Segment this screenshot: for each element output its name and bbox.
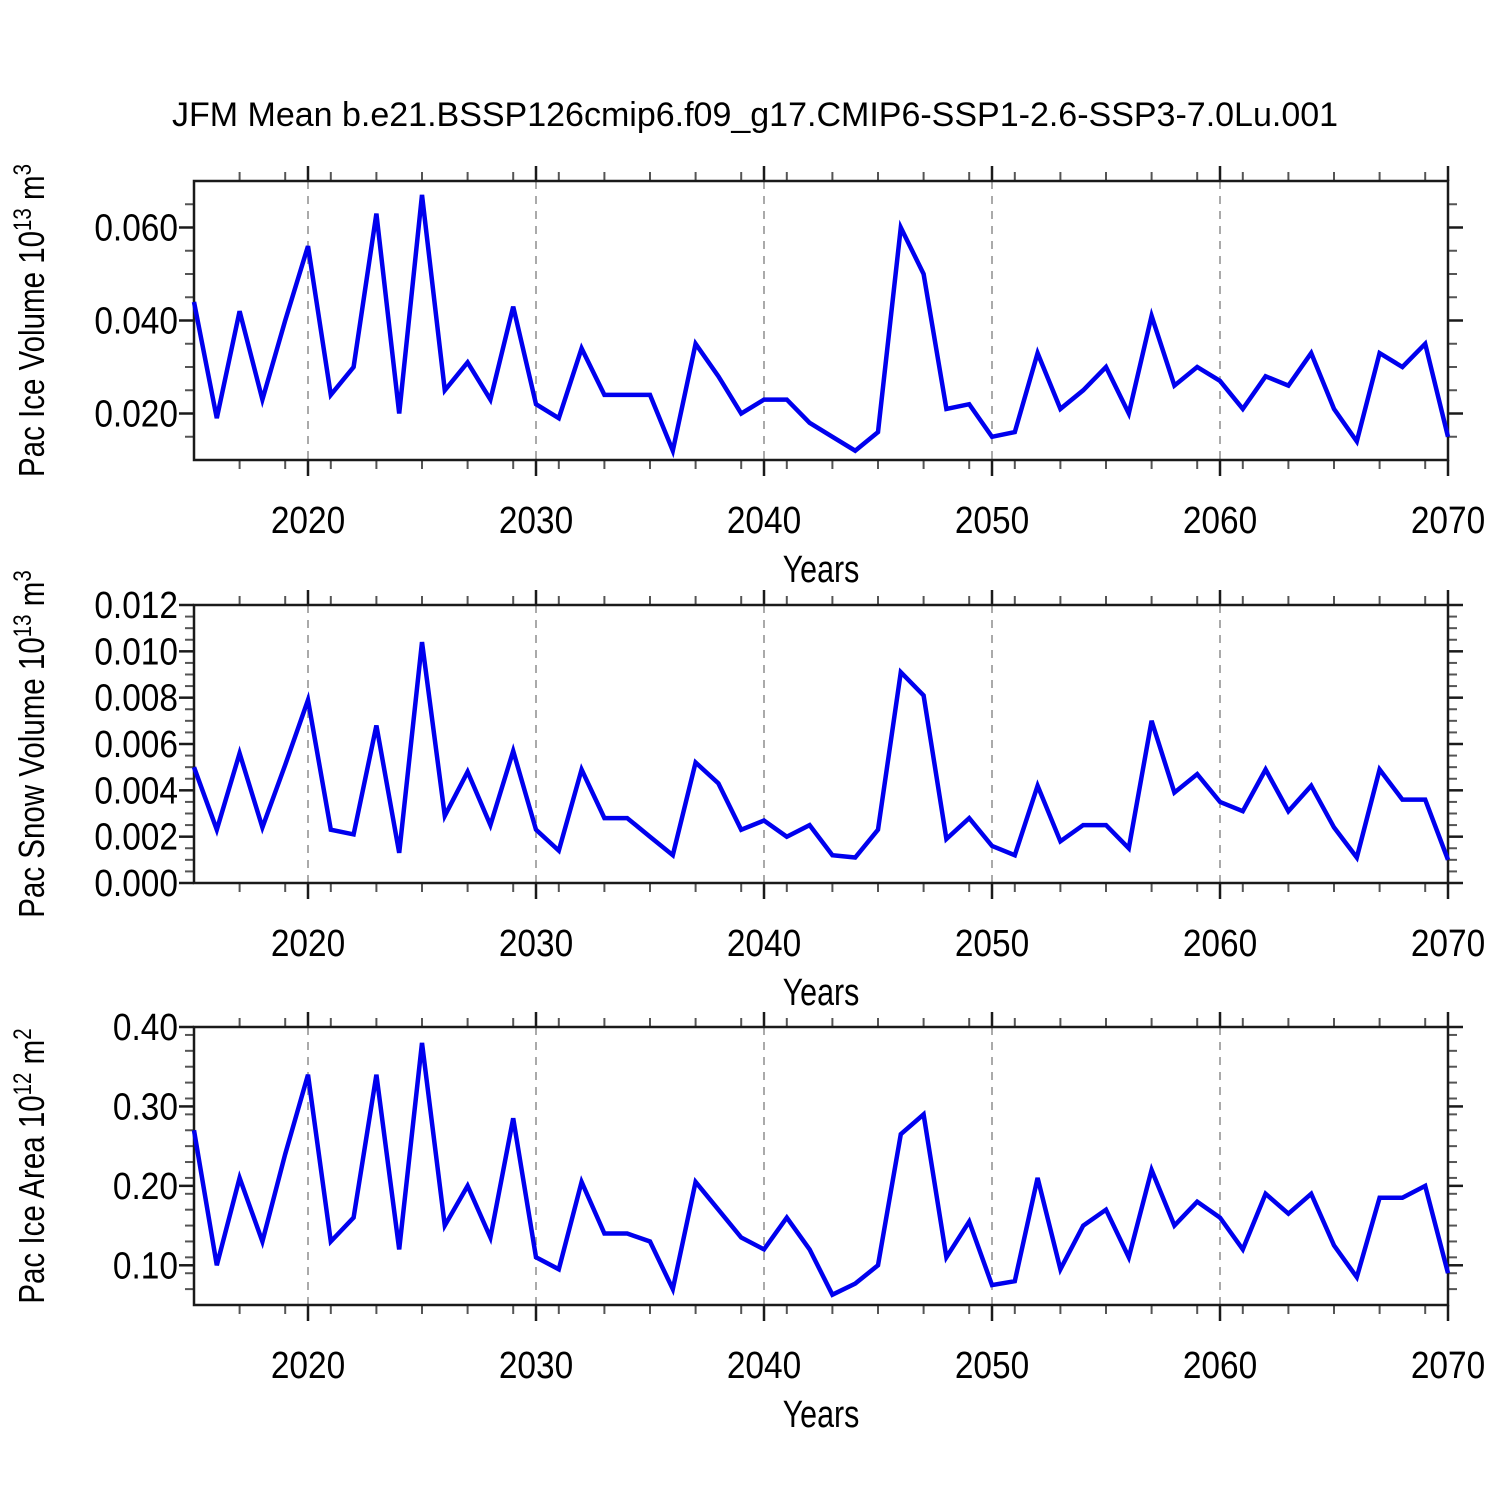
x-tick-label: 2040 [727, 499, 801, 541]
y-tick-label: 0.006 [94, 723, 178, 765]
y-tick-label: 0.020 [94, 393, 178, 435]
x-tick-label: 2020 [271, 922, 345, 964]
x-tick-label: 2070 [1411, 499, 1485, 541]
x-tick-label: 2030 [499, 1344, 573, 1386]
panel-pac-snow-volume: 2020 2030 2040 2050 2060 20700.0000.0020.0040… [8, 570, 1485, 1014]
x-tick-label: 2060 [1183, 1344, 1257, 1386]
x-tick-label: 2020 [271, 499, 345, 541]
x-tick-label: 2040 [727, 922, 801, 964]
x-tick-label: 2030 [499, 922, 573, 964]
y-tick-label: 0.30 [113, 1085, 178, 1127]
series-line-pac-snow-volume [191, 641, 1451, 863]
y-tick-label: 0.10 [113, 1244, 178, 1286]
x-tick-label: 2070 [1411, 922, 1485, 964]
y-tick-label: 0.004 [94, 769, 178, 811]
plot-frame [192, 1025, 1450, 1307]
y-tick-label: 0.000 [94, 862, 178, 904]
y-axis-title: Pac Ice Area 1012 m2 [8, 1028, 52, 1303]
x-axis-title: Years [783, 549, 860, 591]
y-tick-label: 0.040 [94, 300, 178, 342]
y-axis-title: Pac Ice Volume 1013 m3 [8, 164, 52, 477]
chart-title: JFM Mean b.e21.BSSP126cmip6.f09_g17.CMIP… [171, 96, 1339, 134]
series-line-pac-ice-area [191, 1042, 1451, 1298]
plot-frame [192, 179, 1450, 462]
x-axis-title: Years [783, 972, 860, 1014]
y-tick-label: 0.40 [113, 1006, 178, 1048]
x-tick-label: 2060 [1183, 922, 1257, 964]
y-tick-label: 0.060 [94, 207, 178, 249]
y-tick-label: 0.008 [94, 677, 178, 719]
series-line-pac-ice-volume [191, 194, 1451, 459]
x-tick-label: 2040 [727, 1344, 801, 1386]
panel-pac-ice-area: 2020 2030 2040 2050 2060 2070 0.10 0.20 0.30 0.40… [8, 1006, 1485, 1436]
x-tick-label: 2070 [1411, 1344, 1485, 1386]
y-axis-title: Pac Snow Volume 1013 m3 [8, 570, 52, 918]
y-tick-label: 0.002 [94, 816, 178, 858]
plot-frame [192, 603, 1450, 885]
panel-pac-ice-volume: 2020 2030 2040 2050 2060 2070 0.020 0.040 0.060 P… [8, 164, 1485, 591]
x-tick-label: 2050 [955, 1344, 1029, 1386]
x-tick-label: 2020 [271, 1344, 345, 1386]
x-tick-label: 2060 [1183, 499, 1257, 541]
x-tick-label: 2050 [955, 922, 1029, 964]
y-tick-label: 0.012 [94, 584, 178, 626]
x-axis-title: Years [783, 1394, 860, 1436]
y-tick-label: 0.20 [113, 1165, 178, 1207]
x-tick-label: 2030 [499, 499, 573, 541]
y-tick-label: 0.010 [94, 630, 178, 672]
x-tick-label: 2050 [955, 499, 1029, 541]
